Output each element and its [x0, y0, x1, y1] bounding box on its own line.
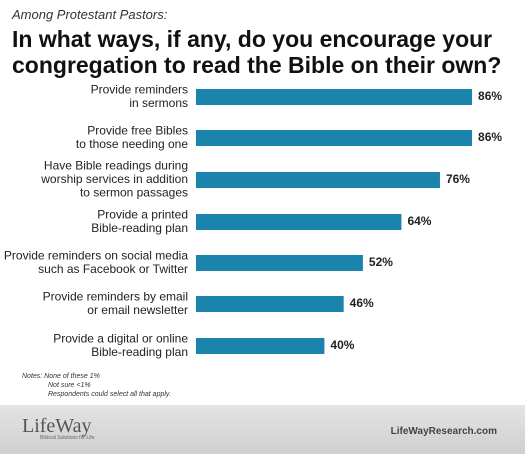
note: Respondents could select all that apply.	[48, 391, 171, 398]
category-label: or email newsletter	[87, 303, 188, 317]
value-label: 76%	[446, 172, 470, 186]
value-label: 86%	[478, 89, 502, 103]
bar	[196, 130, 473, 146]
logo: LifeWay	[22, 415, 92, 437]
category-label: to those needing one	[76, 137, 188, 151]
tagline: Biblical Solutions for Life	[40, 435, 95, 441]
category-label: Provide a digital or online	[53, 331, 188, 345]
category-label: Provide free Bibles	[87, 123, 188, 137]
category-label: Bible-reading plan	[91, 345, 188, 359]
category-label: Bible-reading plan	[91, 221, 188, 235]
value-label: 46%	[350, 296, 374, 310]
category-label: worship services in addition	[40, 172, 188, 186]
category-label: Have Bible readings during	[44, 159, 188, 173]
bar	[196, 296, 344, 312]
value-label: 40%	[330, 338, 354, 352]
category-label: in sermons	[129, 96, 188, 110]
value-label: 52%	[369, 255, 393, 269]
subtitle: Among Protestant Pastors:	[12, 7, 168, 22]
category-label: to sermon passages	[80, 186, 188, 200]
chart-title: In what ways, if any, do you encourage y…	[12, 26, 502, 78]
category-label: Provide a printed	[97, 207, 188, 221]
bar	[196, 214, 402, 230]
category-label: such as Facebook or Twitter	[38, 262, 188, 276]
bar	[196, 89, 473, 105]
value-label: 86%	[478, 130, 502, 144]
category-label: Provide reminders	[91, 82, 188, 96]
bar	[196, 172, 440, 188]
value-label: 64%	[407, 214, 431, 228]
note: Not sure <1%	[48, 382, 91, 389]
website: LifeWayResearch.com	[390, 426, 497, 437]
note: Notes: None of these 1%	[22, 373, 100, 380]
footer: LifeWay Biblical Solutions for Life Life…	[0, 405, 525, 454]
category-label: Provide reminders on social media	[4, 248, 188, 262]
notes: Notes: None of these 1% Not sure <1% Res…	[22, 372, 171, 399]
bar	[196, 255, 363, 271]
bar	[196, 338, 325, 354]
category-label: Provide reminders by email	[43, 289, 188, 303]
